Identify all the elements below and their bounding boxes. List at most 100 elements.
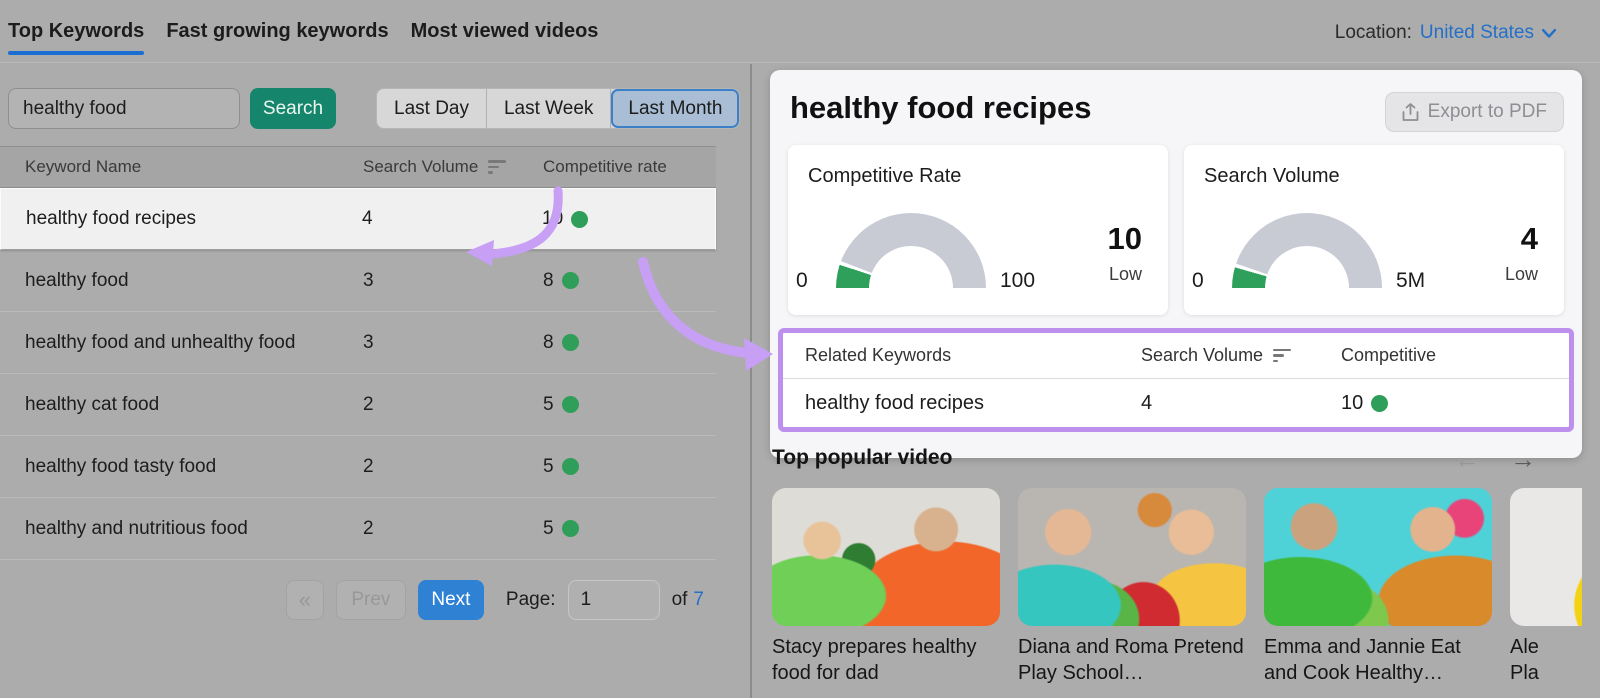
- export-icon: [1402, 102, 1419, 121]
- keyword-cell: healthy food tasty food: [25, 455, 217, 477]
- next-page-button[interactable]: Next: [417, 580, 484, 620]
- video-caption: Diana and Roma Pretend Play School…: [1018, 636, 1244, 684]
- export-to-pdf-button[interactable]: Export to PDF: [1384, 92, 1564, 132]
- competitive-dot: [561, 334, 579, 351]
- page-label: Page:: [505, 589, 556, 610]
- table-row[interactable]: healthy food and unhealthy food 3 8: [0, 312, 716, 374]
- tab-bar: Top Keywords Fast growing keywords Most …: [8, 20, 598, 55]
- filter-last-month[interactable]: Last Month: [611, 89, 740, 128]
- filter-last-day[interactable]: Last Day: [377, 89, 487, 128]
- gauge-level-badge: Low: [1108, 264, 1142, 284]
- search-volume-cell: 2: [363, 455, 374, 477]
- keyword-cell: healthy food: [25, 269, 129, 291]
- sort-icon[interactable]: [488, 160, 507, 174]
- keyword-cell: healthy and nutritious food: [25, 517, 248, 539]
- search-button[interactable]: Search: [250, 88, 336, 129]
- total-pages: 7: [693, 589, 704, 610]
- search-input[interactable]: [8, 88, 240, 129]
- top-bar: Top Keywords Fast growing keywords Most …: [0, 0, 1600, 63]
- table-row[interactable]: healthy food 3 8: [0, 250, 716, 312]
- column-competitive-rate: Competitive rate: [543, 157, 667, 176]
- keyword-table: Keyword Name Search Volume Competitive r…: [0, 146, 716, 560]
- competitive-dot: [561, 396, 579, 413]
- carousel-prev-icon[interactable]: ←: [1454, 444, 1480, 474]
- page-number-input[interactable]: [567, 580, 660, 620]
- competitive-dot: [561, 458, 579, 475]
- gauge-title: Competitive Rate: [808, 165, 962, 187]
- gauge-arc: [836, 213, 986, 289]
- keyword-cell: healthy food and unhealthy food: [25, 331, 296, 353]
- related-keywords-header: Related Keywords Search Volume Competiti…: [783, 333, 1569, 379]
- video-carousel: Stacy prepares healthy food for dad Dian…: [772, 488, 1582, 698]
- video-thumbnail[interactable]: [772, 488, 1000, 626]
- table-row[interactable]: healthy food tasty food 2 5: [0, 436, 716, 498]
- video-card[interactable]: Ale Pla: [1510, 488, 1582, 686]
- export-button-label: Export to PDF: [1427, 101, 1547, 122]
- big-arrowhead-icon: [744, 338, 773, 371]
- column-competitive: Competitive: [1341, 345, 1437, 365]
- competitive-dot: [561, 272, 579, 289]
- first-page-button[interactable]: «: [285, 580, 324, 620]
- gauge-min-label: 0: [1192, 269, 1204, 292]
- location-label: Location:: [1334, 22, 1412, 43]
- search-volume-gauge-card: Search Volume 0 5M 4 Low: [1184, 145, 1564, 315]
- competitive-dot: [561, 520, 579, 537]
- search-volume-cell: 4: [1141, 391, 1153, 414]
- sort-icon[interactable]: [1273, 348, 1292, 363]
- video-card[interactable]: Emma and Jannie Eat and Cook Healthy…: [1264, 488, 1492, 686]
- panel-divider: [750, 64, 752, 698]
- tab-most-viewed-videos[interactable]: Most viewed videos: [410, 20, 599, 42]
- filter-last-week[interactable]: Last Week: [487, 89, 612, 128]
- competitive-dot: [571, 210, 589, 228]
- table-row[interactable]: healthy food recipes 4 10: [0, 188, 716, 250]
- top-popular-video-section: Top popular video ← →: [772, 446, 1582, 476]
- keyword-cell: healthy food recipes: [805, 391, 985, 414]
- search-volume-cell: 4: [362, 208, 373, 229]
- video-caption: Emma and Jannie Eat and Cook Healthy…: [1264, 636, 1461, 684]
- competitive-rate-cell: 8: [543, 269, 554, 291]
- gauge-value: 4: [1520, 221, 1538, 256]
- prev-page-button[interactable]: Prev: [335, 580, 406, 620]
- video-thumbnail[interactable]: [1264, 488, 1492, 626]
- video-thumbnail[interactable]: [1018, 488, 1246, 626]
- gauge-title: Search Volume: [1204, 165, 1340, 187]
- search-volume-cell: 2: [363, 517, 374, 539]
- keyword-cell: healthy cat food: [25, 393, 160, 415]
- video-thumbnail[interactable]: [1510, 488, 1582, 626]
- chevron-down-icon: [1542, 28, 1556, 38]
- competitive-rate-cell: 10: [542, 208, 564, 229]
- tab-top-keywords[interactable]: Top Keywords: [8, 20, 145, 55]
- gauge-row: Competitive Rate 0 100 10 Low Search Vol…: [788, 145, 1564, 315]
- table-row[interactable]: healthy and nutritious food 2 5: [0, 498, 716, 560]
- column-search-volume: Search Volume: [363, 157, 479, 176]
- keyword-table-header: Keyword Name Search Volume Competitive r…: [0, 146, 716, 188]
- related-keyword-row[interactable]: healthy food recipes 4 10: [783, 379, 1569, 427]
- competitive-rate-cell: 5: [543, 455, 554, 477]
- column-search-volume: Search Volume: [1141, 345, 1264, 365]
- gauge-max-label: 100: [1000, 269, 1036, 292]
- competitive-cell: 10: [1341, 391, 1364, 414]
- video-caption: Ale Pla: [1510, 636, 1539, 684]
- location-value[interactable]: United States: [1419, 22, 1534, 43]
- of-label: of: [671, 589, 688, 610]
- competitive-rate-gauge-card: Competitive Rate 0 100 10 Low: [788, 145, 1168, 315]
- related-keywords-box: Related Keywords Search Volume Competiti…: [778, 328, 1574, 432]
- tab-fast-growing-keywords[interactable]: Fast growing keywords: [166, 20, 389, 42]
- keyword-cell: healthy food recipes: [26, 208, 197, 229]
- table-row[interactable]: healthy cat food 2 5: [0, 374, 716, 436]
- location-selector[interactable]: Location: United States: [1335, 22, 1556, 44]
- search-row: Search: [8, 88, 336, 129]
- column-related-keywords: Related Keywords: [805, 345, 952, 365]
- competitive-rate-cell: 8: [543, 331, 554, 353]
- time-filter-group: Last Day Last Week Last Month: [376, 88, 741, 129]
- video-card[interactable]: Stacy prepares healthy food for dad: [772, 488, 1000, 686]
- video-card[interactable]: Diana and Roma Pretend Play School…: [1018, 488, 1246, 686]
- page-title: healthy food recipes: [790, 90, 1092, 125]
- keyword-detail-card: healthy food recipes Export to PDF Compe…: [770, 70, 1582, 458]
- pagination: « Prev Next Page: of 7: [0, 560, 716, 640]
- section-title: Top popular video: [772, 446, 953, 469]
- competitive-rate-cell: 5: [543, 393, 554, 415]
- carousel-next-icon[interactable]: →: [1510, 444, 1536, 474]
- search-volume-cell: 3: [363, 269, 374, 291]
